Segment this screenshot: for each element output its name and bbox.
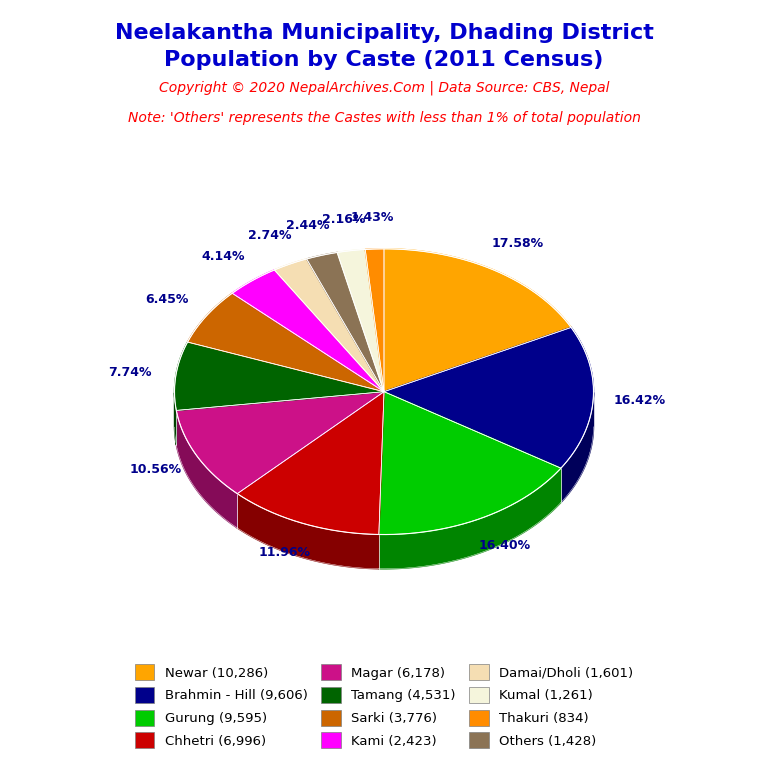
Polygon shape (274, 259, 384, 392)
Polygon shape (306, 253, 384, 392)
Polygon shape (232, 270, 384, 392)
Polygon shape (237, 494, 379, 569)
Polygon shape (384, 327, 594, 468)
Polygon shape (379, 468, 561, 569)
Text: 2.16%: 2.16% (323, 213, 366, 226)
Text: 4.14%: 4.14% (201, 250, 245, 263)
Text: 1.43%: 1.43% (351, 211, 394, 224)
Polygon shape (379, 392, 561, 535)
Polygon shape (187, 293, 384, 392)
Text: Population by Caste (2011 Census): Population by Caste (2011 Census) (164, 50, 604, 70)
Polygon shape (337, 250, 384, 392)
Polygon shape (561, 392, 594, 502)
Text: Copyright © 2020 NepalArchives.Com | Data Source: CBS, Nepal: Copyright © 2020 NepalArchives.Com | Dat… (159, 81, 609, 95)
Text: 16.40%: 16.40% (478, 539, 531, 552)
Text: 2.44%: 2.44% (286, 219, 329, 232)
Text: 11.96%: 11.96% (258, 546, 310, 558)
Text: 7.74%: 7.74% (108, 366, 152, 379)
Polygon shape (174, 392, 177, 445)
Text: 2.74%: 2.74% (248, 230, 291, 243)
Polygon shape (237, 392, 384, 535)
Text: Neelakantha Municipality, Dhading District: Neelakantha Municipality, Dhading Distri… (114, 23, 654, 43)
Legend: Newar (10,286), Brahmin - Hill (9,606), Gurung (9,595), Chhetri (6,996), Magar (: Newar (10,286), Brahmin - Hill (9,606), … (129, 659, 639, 753)
Text: Note: 'Others' represents the Castes with less than 1% of total population: Note: 'Others' represents the Castes wit… (127, 111, 641, 125)
Polygon shape (384, 249, 571, 392)
Polygon shape (366, 249, 384, 392)
Text: 16.42%: 16.42% (613, 394, 665, 407)
Text: 10.56%: 10.56% (129, 463, 181, 476)
Polygon shape (177, 392, 384, 494)
Text: 6.45%: 6.45% (145, 293, 189, 306)
Text: 17.58%: 17.58% (492, 237, 545, 250)
Polygon shape (174, 342, 384, 410)
Polygon shape (177, 410, 237, 528)
